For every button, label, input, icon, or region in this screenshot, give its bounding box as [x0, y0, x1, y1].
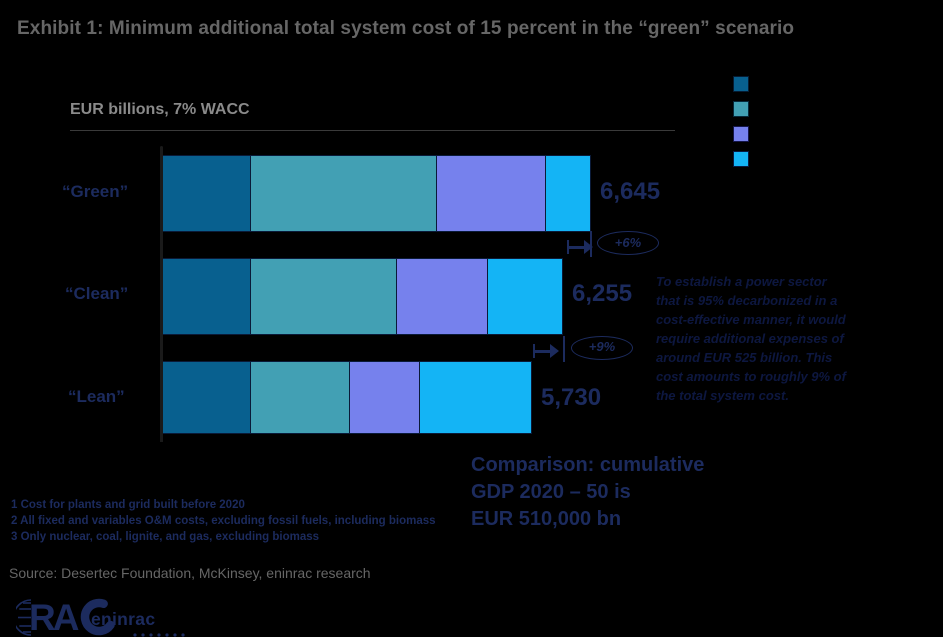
svg-text:RA: RA [29, 598, 79, 637]
svg-text:eninrac: eninrac [91, 609, 155, 629]
